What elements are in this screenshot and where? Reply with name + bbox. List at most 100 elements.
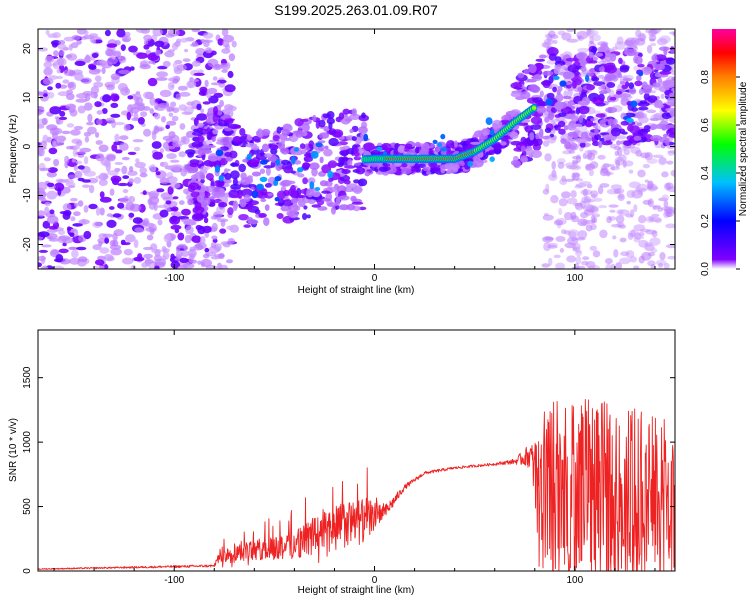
spectrogram-cell [610,263,616,269]
spectrogram-cell [650,42,657,47]
spectrogram-cell [551,161,556,170]
spectrogram-cell [667,150,675,156]
spectrogram-cell [652,82,661,88]
spectrogram-cell [166,106,173,113]
spectrogram-cell [124,31,131,37]
spectrogram-cell [611,164,615,171]
spectrogram-cell [202,32,214,39]
spectrogram-cell [327,160,338,169]
spectrogram-cell [649,117,660,121]
spectrogram-cell [338,204,350,211]
spectrogram-cell [610,127,622,137]
spectrogram-cell [154,40,165,47]
spectrogram-cell [176,64,187,71]
spectrogram-cell [204,144,216,149]
spectrogram-cell [170,253,175,260]
spectrogram-cell [312,114,317,122]
spectrogram-cell [196,113,208,121]
spectrogram-cell [211,191,220,196]
spectrogram-cell [623,160,634,167]
spectrogram-cell [148,60,156,64]
spectrogram-cell [161,116,166,123]
spectrogram-cell [645,29,650,33]
spectrogram-cell [200,108,205,114]
spectrogram-y-tick-label: 20 [22,43,33,55]
spectrogram-cell [176,38,182,44]
spectrogram-cell [212,114,219,123]
colorbar-gradient [712,29,736,269]
spectrogram-cell [268,144,279,150]
spectrogram-cell [274,176,282,182]
spectrogram-cell [640,152,651,159]
spectrogram-cell [71,34,81,41]
spectrogram-cell [95,140,103,145]
spectrogram-cell [218,252,225,260]
spectrogram-cell [245,143,258,148]
spectrogram-cell [110,73,121,80]
spectrogram-cell [159,148,164,154]
spectrogram-cell [38,249,49,253]
spectrogram-cell [206,127,211,132]
colorbar-label: Normalized spectral amplitude [738,81,749,216]
spectrogram-cell [191,29,200,33]
spectrogram-cell [542,140,550,147]
spectrogram-cell [448,167,459,173]
spectrogram-cell [48,147,58,155]
spectrogram-cell [380,142,392,151]
spectrogram-cell [154,258,167,267]
snr-y-tick-label: 1500 [22,366,33,389]
spectrogram-cell [311,204,322,208]
snr-series-line [38,398,675,571]
spectrogram-cell [578,105,590,115]
spectrogram-cell [143,128,152,137]
spectrogram-cell [281,129,290,136]
spectrogram-cell [164,50,175,58]
spectrogram-cell [432,166,441,172]
spectrogram-cell [200,174,206,180]
spectrogram-cell [109,244,122,250]
spectrogram-cell [184,234,192,244]
spectrogram-cell [303,205,308,210]
spectrogram-cell [155,49,162,57]
spectrogram-cell [651,248,658,254]
spectrogram-cell [49,209,55,215]
spectrogram-cell [361,112,366,119]
spectrogram-cell [467,160,473,167]
spectrogram-cell [545,135,551,139]
spectrogram-cell [43,61,53,69]
spectrogram-cell [152,151,164,160]
spectrogram-cell [594,197,603,202]
spectrogram-cell [352,185,363,194]
spectrogram-cell [113,229,125,237]
spectrogram-cell [134,161,146,169]
spectrogram-cell [178,200,185,205]
spectrogram-cell [570,190,577,198]
spectrogram-cell [328,128,337,136]
spectrogram-cell [168,131,176,139]
spectrogram-cell [186,165,199,174]
spectrogram-cell [618,209,630,216]
spectrogram-cell [156,71,169,78]
spectrogram-cell [77,256,88,263]
spectrogram-cell [47,86,53,91]
spectrogram-cell [220,63,228,68]
spectrogram-cell [590,118,595,122]
spectrogram-cell [426,171,431,175]
spectrogram-cell [161,246,167,253]
spectrogram-cell [53,265,65,269]
spectrogram-cell [56,68,61,74]
spectrogram-cell [218,202,228,208]
spectrogram-cell [548,257,553,266]
spectrogram-cell [598,140,603,149]
spectrogram-cell [294,147,299,152]
spectrogram-cell [669,70,675,76]
spectrogram-cell [665,139,670,146]
spectrogram-cell [318,119,326,128]
spectrogram-cell [629,256,637,263]
spectrogram-cell [603,134,612,141]
spectrogram-cell [327,202,338,208]
spectrogram-cell [608,204,619,208]
spectrogram-cell [172,62,178,69]
spectrogram-cell [103,159,112,168]
spectrogram-cell [199,236,206,245]
